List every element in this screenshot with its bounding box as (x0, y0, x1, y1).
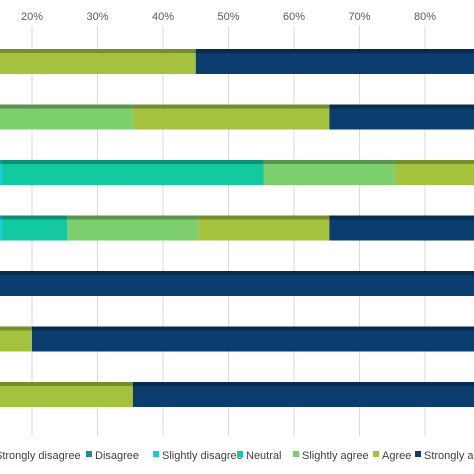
bar-segment-edge (0, 382, 133, 386)
bar-segment-edge (1, 160, 264, 164)
bar-segment-edge (0, 160, 2, 164)
bar-segment (0, 219, 2, 241)
bar-segment (0, 275, 474, 296)
bar-segment-edge (0, 215, 2, 220)
legend-label: Neutral (246, 450, 281, 462)
bar-segment-edge (0, 271, 474, 275)
bar-segment (0, 164, 2, 185)
bar-row (0, 104, 474, 130)
bar-segment (329, 108, 474, 130)
bar-segment-edge (132, 104, 330, 109)
legend-item: Neutral (237, 450, 281, 462)
legend-item: Slightly agree (293, 450, 369, 462)
bar-segment-edge (0, 326, 32, 331)
bar-segment-edge (263, 160, 395, 164)
x-tick-label: 30% (86, 11, 108, 23)
bar-row (0, 271, 474, 296)
x-tick-label: 80% (414, 11, 436, 23)
bar-row (0, 215, 474, 241)
bar-segment (132, 108, 330, 130)
legend-label: Strongly disagree (0, 450, 81, 462)
x-tick-label: 70% (348, 11, 370, 23)
legend-item: Agree (373, 450, 411, 462)
bar-segment (198, 219, 330, 241)
bar-row (0, 326, 474, 352)
legend-swatch (237, 451, 243, 457)
x-tick-label: 20% (21, 11, 43, 23)
bar-segment (394, 164, 474, 185)
bars (0, 49, 474, 407)
bar-segment-edge (195, 49, 474, 53)
bar-segment (132, 386, 474, 407)
bar-segment (0, 330, 32, 352)
legend-label: Agree (382, 450, 411, 462)
bar-segment (195, 53, 474, 74)
bar-segment (0, 108, 133, 130)
x-axis-ticks: 0%10%20%30%40%50%60%70%80% (21, 11, 436, 23)
legend-swatch (293, 451, 299, 457)
bar-segment-edge (0, 49, 196, 53)
bar-segment (0, 386, 133, 407)
legend-swatch (86, 451, 92, 457)
x-tick-label: 50% (217, 11, 239, 23)
bar-segment-edge (329, 215, 474, 220)
bar-segment-edge (32, 326, 474, 331)
legend-item: Slightly disagree (153, 450, 243, 462)
bar-segment-edge (0, 104, 133, 109)
bar-segment (0, 53, 196, 74)
bar-segment-edge (394, 160, 474, 164)
legend-swatch (373, 451, 379, 457)
legend-swatch (415, 451, 421, 457)
bar-segment-edge (198, 215, 330, 220)
legend: Strongly disagree Disagree Slightly disagr… (0, 450, 474, 462)
bar-segment (1, 164, 264, 185)
legend-label: Slightly agree (302, 450, 369, 462)
legend-item: Strongly disagree (0, 450, 81, 462)
bar-segment-edge (67, 215, 199, 220)
bar-row (0, 49, 474, 74)
bar-segment (67, 219, 199, 241)
bar-segment-edge (329, 104, 474, 109)
bar-segment (263, 164, 395, 185)
bar-segment-edge (132, 382, 474, 386)
legend-label: Slightly disagree (162, 450, 243, 462)
legend-swatch (153, 451, 159, 457)
legend-item: Disagree (86, 450, 139, 462)
bar-row (0, 160, 474, 185)
bar-segment-edge (1, 215, 68, 220)
bar-segment (329, 219, 474, 241)
legend-label: Strongly agree (424, 450, 474, 462)
x-tick-label: 40% (152, 11, 174, 23)
x-tick-label: 60% (283, 11, 305, 23)
bar-row (0, 382, 474, 407)
bar-segment (32, 330, 474, 352)
legend-label: Disagree (95, 450, 139, 462)
bar-segment (1, 219, 68, 241)
legend-item: Strongly agree (415, 450, 474, 462)
